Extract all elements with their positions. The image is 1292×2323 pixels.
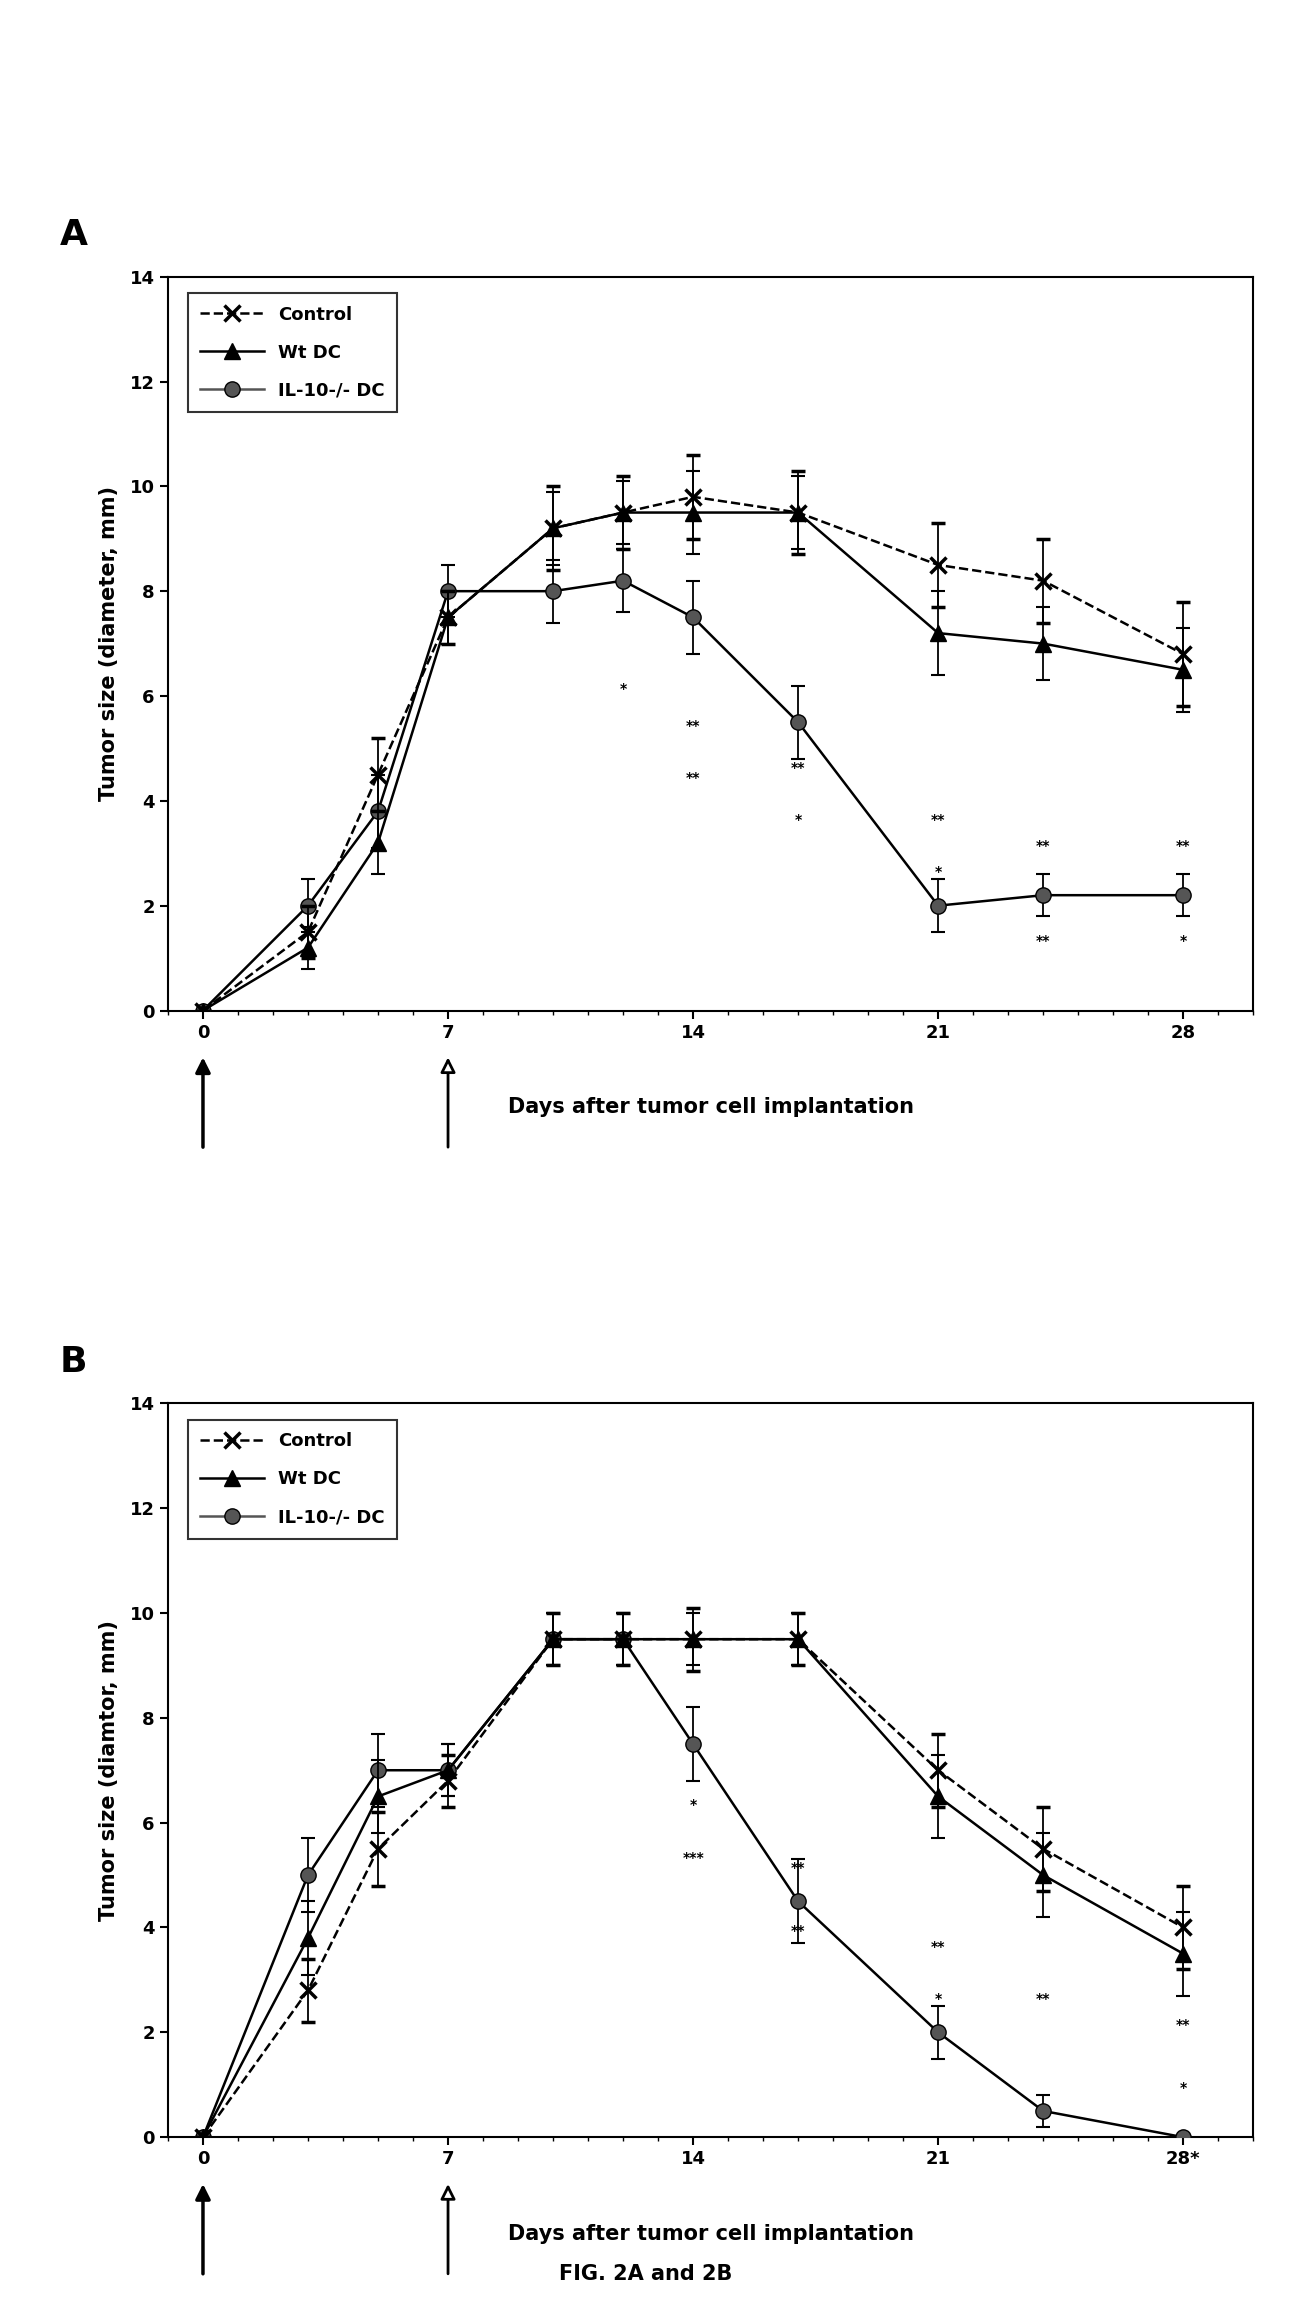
Text: **: **: [686, 771, 700, 785]
X-axis label: Days after tumor cell implantation: Days after tumor cell implantation: [508, 1096, 913, 1117]
Text: **: **: [686, 718, 700, 732]
Text: **: **: [1176, 839, 1190, 853]
Text: *: *: [934, 866, 942, 880]
Y-axis label: Tumor size (diamtor, mm): Tumor size (diamtor, mm): [98, 1619, 119, 1921]
Text: **: **: [932, 813, 946, 827]
Legend: Control, Wt DC, IL-10-/- DC: Control, Wt DC, IL-10-/- DC: [187, 1419, 398, 1538]
Text: ***: ***: [682, 1851, 704, 1865]
Text: *: *: [795, 813, 802, 827]
Legend: Control, Wt DC, IL-10-/- DC: Control, Wt DC, IL-10-/- DC: [187, 293, 398, 411]
Text: A: A: [59, 218, 88, 251]
Text: **: **: [791, 1923, 805, 1937]
Text: *: *: [1180, 2081, 1187, 2095]
Text: *: *: [934, 1993, 942, 2007]
Text: **: **: [932, 1940, 946, 1954]
Text: FIG. 2A and 2B: FIG. 2A and 2B: [559, 2263, 733, 2284]
Text: *: *: [690, 1798, 696, 1812]
X-axis label: Days after tumor cell implantation: Days after tumor cell implantation: [508, 2223, 913, 2244]
Y-axis label: Tumor size (diameter, mm): Tumor size (diameter, mm): [98, 486, 119, 801]
Text: **: **: [1176, 2019, 1190, 2033]
Text: **: **: [1036, 934, 1050, 948]
Text: B: B: [59, 1345, 87, 1378]
Text: *: *: [619, 683, 627, 697]
Text: *: *: [1180, 934, 1187, 948]
Text: **: **: [1036, 1993, 1050, 2007]
Text: **: **: [791, 760, 805, 774]
Text: **: **: [791, 1861, 805, 1875]
Text: **: **: [1036, 839, 1050, 853]
